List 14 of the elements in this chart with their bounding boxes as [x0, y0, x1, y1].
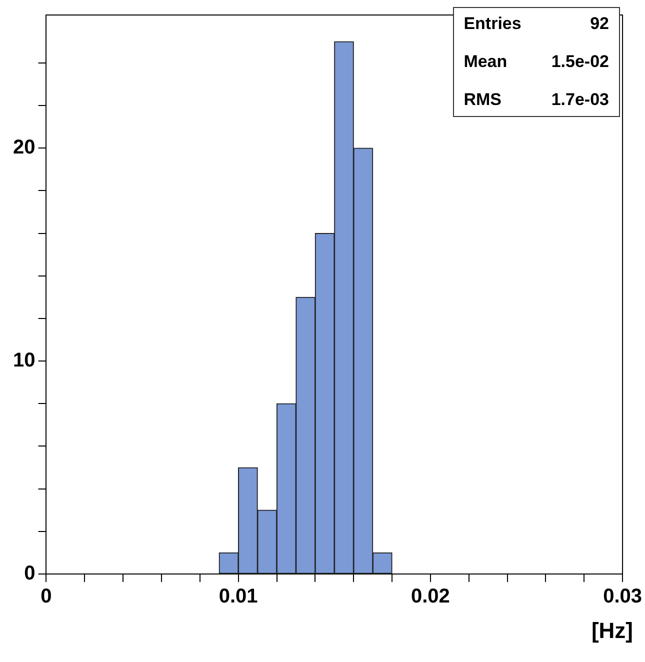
- x-tick-label: 0: [40, 586, 52, 608]
- annotation: 1.5e-02: [551, 52, 609, 72]
- x-tick-label: 0.03: [603, 586, 642, 608]
- y-tick-label: 20: [12, 136, 36, 159]
- x-tick-label: 0.01: [218, 586, 258, 608]
- x-tick-label: 0.02: [410, 586, 450, 608]
- annotation: 92: [589, 14, 609, 34]
- annotation: 1.7e-03: [551, 90, 609, 110]
- annotation: RMS: [464, 90, 502, 110]
- x-axis-title: [Hz]: [591, 618, 633, 644]
- y-tick-label: 0: [24, 562, 36, 585]
- y-tick-label: 10: [12, 350, 36, 372]
- annotation: Entries: [464, 14, 522, 34]
- annotation: Mean: [464, 52, 508, 72]
